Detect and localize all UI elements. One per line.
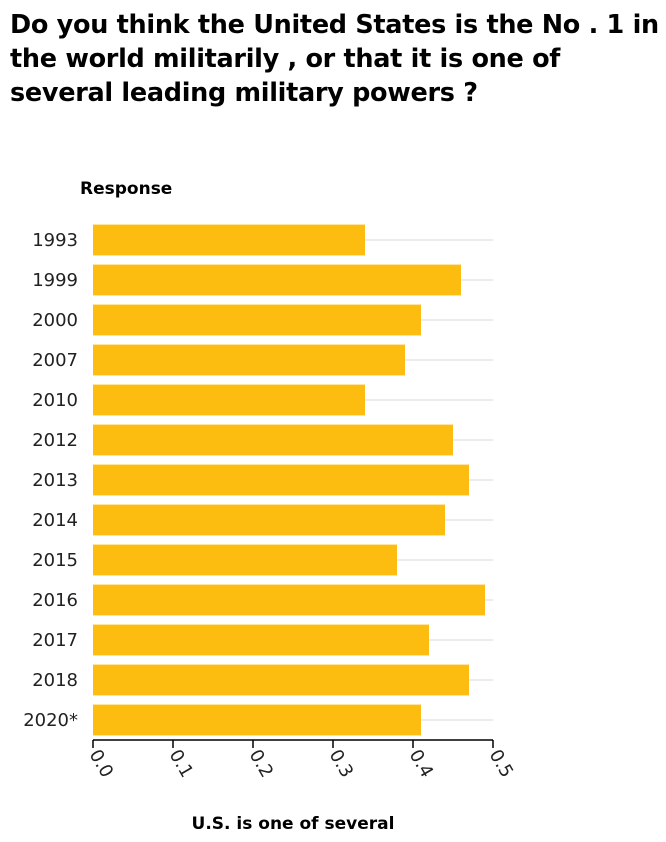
- y-tick-label: 2010: [32, 390, 78, 411]
- y-tick-label: 2014: [32, 510, 78, 531]
- bar-2015: [93, 544, 397, 576]
- y-tick-label: 1993: [32, 230, 78, 251]
- y-tick-label: 2016: [32, 590, 78, 611]
- y-tick-label: 2013: [32, 470, 78, 491]
- y-tick-label: 2015: [32, 550, 78, 571]
- bar-2013: [93, 464, 469, 496]
- y-tick-label: 2000: [32, 310, 78, 331]
- y-tick-label: 2020*: [23, 710, 78, 731]
- y-tick-label: 2017: [32, 630, 78, 651]
- x-ticks: 0.0 0.1 0.2 0.3 0.4 0.5: [85, 740, 518, 781]
- bar-2007: [93, 344, 405, 376]
- bar-2000: [93, 304, 421, 336]
- bar-2010: [93, 384, 365, 416]
- bar-2014: [93, 504, 445, 536]
- bar-1999: [93, 264, 461, 296]
- x-tick-label: 0.5: [485, 746, 518, 781]
- y-tick-label: 2012: [32, 430, 78, 451]
- y-tick-label: 1999: [32, 270, 78, 291]
- y-axis-title: Response: [80, 179, 172, 199]
- x-tick-label: 0.3: [325, 746, 358, 781]
- x-axis-title: U.S. is one of several: [192, 814, 395, 834]
- chart-title: Do you think the United States is the No…: [10, 10, 659, 108]
- y-tick-label: 2018: [32, 670, 78, 691]
- y-tick-label: 2007: [32, 350, 78, 371]
- x-tick-label: 0.4: [405, 746, 438, 781]
- bar-2020-star: [93, 704, 421, 736]
- bar-2012: [93, 424, 453, 456]
- y-tick-labels: 1993 1999 2000 2007 2010 2012 2013 2014 2015 2016…: [23, 230, 78, 731]
- bar-2018: [93, 664, 469, 696]
- x-tick-label: 0.2: [245, 746, 278, 781]
- x-tick-label: 0.0: [85, 746, 118, 781]
- bar-1993: [93, 224, 365, 256]
- bar-2016: [93, 584, 485, 616]
- bar-2017: [93, 624, 429, 656]
- x-tick-label: 0.1: [165, 746, 198, 781]
- bars: [93, 224, 485, 736]
